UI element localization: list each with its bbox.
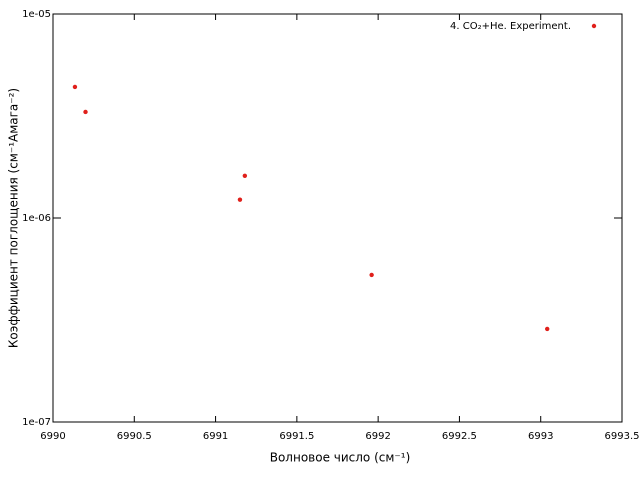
legend-marker [591, 23, 597, 29]
point [237, 197, 243, 202]
point [369, 272, 374, 278]
x-tick-label: 6990 [40, 431, 65, 442]
x-tick-label: 6992.5 [442, 431, 477, 442]
x-axis-label: Волновое число (см⁻¹) [270, 451, 411, 465]
point [72, 84, 78, 90]
point [545, 326, 550, 332]
point [83, 109, 88, 115]
x-tick-label: 6992 [365, 431, 390, 442]
x-tick-label: 6990.5 [117, 431, 152, 442]
point [242, 173, 248, 179]
x-tick-label: 6993 [528, 431, 553, 442]
x-tick-label: 6991.5 [279, 431, 314, 442]
y-axis-label: Коэффициент поглощения (см⁻¹Амага⁻²) [7, 88, 21, 348]
x-tick-label: 6993.5 [605, 431, 640, 442]
y-tick-label: 1e-06 [22, 213, 51, 224]
y-tick-label: 1e-05 [22, 9, 51, 20]
y-tick-label: 1e-07 [22, 417, 51, 428]
x-tick-label: 6991 [203, 431, 228, 442]
plot-frame [52, 13, 623, 423]
legend-label: 4. CO₂+He. Experiment. [450, 21, 571, 32]
